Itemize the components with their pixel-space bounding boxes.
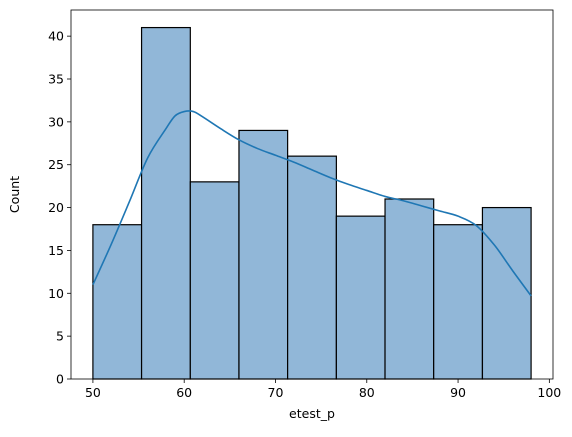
- x-axis-label: etest_p: [289, 406, 335, 421]
- y-axis-label: Count: [7, 176, 22, 213]
- x-axis-ticks: 50 60 70 80 90 100: [85, 379, 561, 400]
- y-axis-ticks: 0 5 10 15 20 25 30 35 40: [48, 29, 71, 387]
- histogram-bar: [140, 26, 191, 380]
- x-tick-label: 80: [359, 385, 375, 400]
- x-tick-label: 100: [537, 385, 561, 400]
- kde-group: [92, 110, 532, 297]
- y-tick-label: 5: [56, 329, 64, 344]
- histogram-bar: [384, 198, 435, 380]
- bars-group: [92, 26, 532, 380]
- y-tick-label: 10: [48, 286, 64, 301]
- histogram-bar: [335, 215, 386, 380]
- y-tick-label: 15: [48, 243, 64, 258]
- kde-line: [92, 110, 532, 297]
- histogram-bar: [92, 224, 143, 380]
- histogram-bar: [189, 181, 240, 380]
- y-tick-label: 0: [56, 372, 64, 387]
- histogram-bar: [481, 206, 532, 380]
- y-tick-label: 30: [48, 114, 64, 129]
- plot-frame: [70, 9, 554, 380]
- y-tick-label: 40: [48, 29, 64, 44]
- histogram-bar: [238, 129, 289, 380]
- x-tick-label: 50: [85, 385, 101, 400]
- x-tick-label: 70: [268, 385, 284, 400]
- histogram-bar: [287, 155, 337, 380]
- y-tick-label: 35: [48, 72, 64, 87]
- x-tick-label: 90: [450, 385, 466, 400]
- y-tick-label: 25: [48, 157, 64, 172]
- histogram-bar: [433, 224, 484, 380]
- y-tick-label: 20: [48, 200, 64, 215]
- x-tick-label: 60: [176, 385, 192, 400]
